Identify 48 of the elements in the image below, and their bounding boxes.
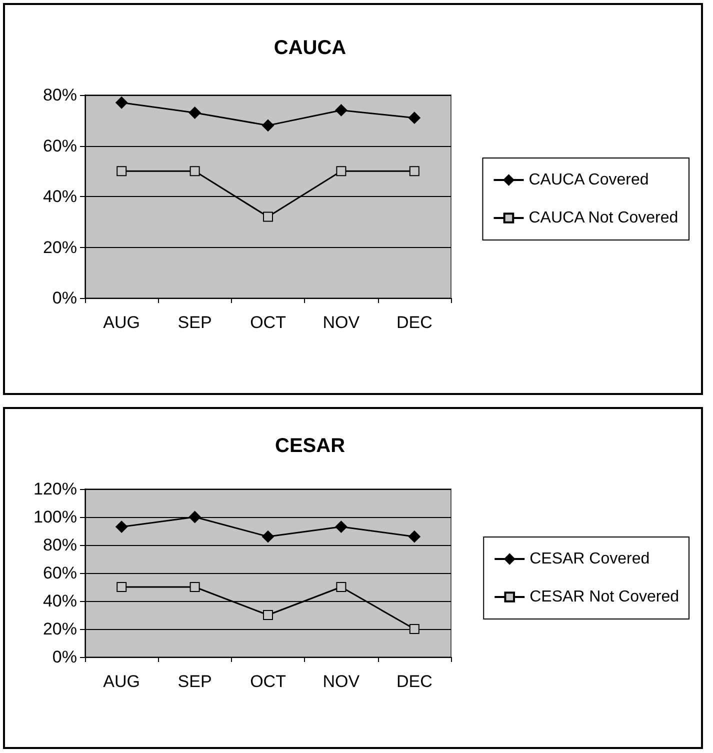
point (116, 582, 127, 592)
point (409, 624, 420, 634)
point (116, 520, 128, 533)
point (116, 166, 127, 176)
point (409, 166, 420, 176)
point (335, 104, 348, 116)
point (188, 106, 201, 119)
point (116, 96, 128, 109)
y-tick-label: 20% (42, 620, 77, 638)
y-tick-label: 40% (42, 592, 77, 610)
point (335, 520, 348, 533)
x-tick-label: DEC (396, 672, 432, 691)
x-tick-label: AUG (103, 313, 140, 332)
legend-label: CESAR Not Covered (530, 588, 679, 606)
y-tick-label: 80% (42, 86, 77, 104)
legend-label: CAUCA Covered (528, 172, 649, 188)
x-tick-label: SEP (178, 672, 212, 691)
point (190, 166, 200, 176)
y-tick-label: 20% (42, 238, 77, 257)
point (336, 166, 346, 176)
x-tick-label: OCT (250, 313, 286, 332)
x-tick-label: SEP (178, 313, 212, 332)
point (262, 530, 274, 543)
x-tick-label: NOV (322, 672, 360, 691)
y-tick-label: 40% (42, 187, 77, 206)
legend-label: CESAR Covered (530, 550, 650, 568)
point (190, 582, 200, 592)
y-tick-label: 100% (34, 508, 77, 526)
point (336, 582, 346, 592)
y-tick-label: 0% (52, 288, 77, 308)
y-tick-label: 60% (42, 136, 77, 156)
y-tick-label: 120% (34, 480, 77, 498)
point (262, 119, 274, 132)
chart-title: CAUCA (274, 37, 346, 59)
y-tick-label: 0% (52, 648, 77, 666)
y-tick-label: 80% (42, 536, 77, 554)
y-tick-label: 60% (42, 564, 77, 582)
x-tick-label: DEC (396, 313, 432, 332)
legend-label: CAUCA Not Covered (528, 210, 678, 226)
chart-title: CESAR (274, 435, 346, 457)
point (408, 530, 420, 543)
point (263, 610, 273, 620)
x-tick-label: AUG (103, 672, 140, 691)
x-tick-label: NOV (322, 313, 360, 332)
x-tick-label: OCT (250, 672, 286, 691)
point (263, 212, 273, 222)
point (408, 112, 420, 124)
point (188, 511, 201, 523)
